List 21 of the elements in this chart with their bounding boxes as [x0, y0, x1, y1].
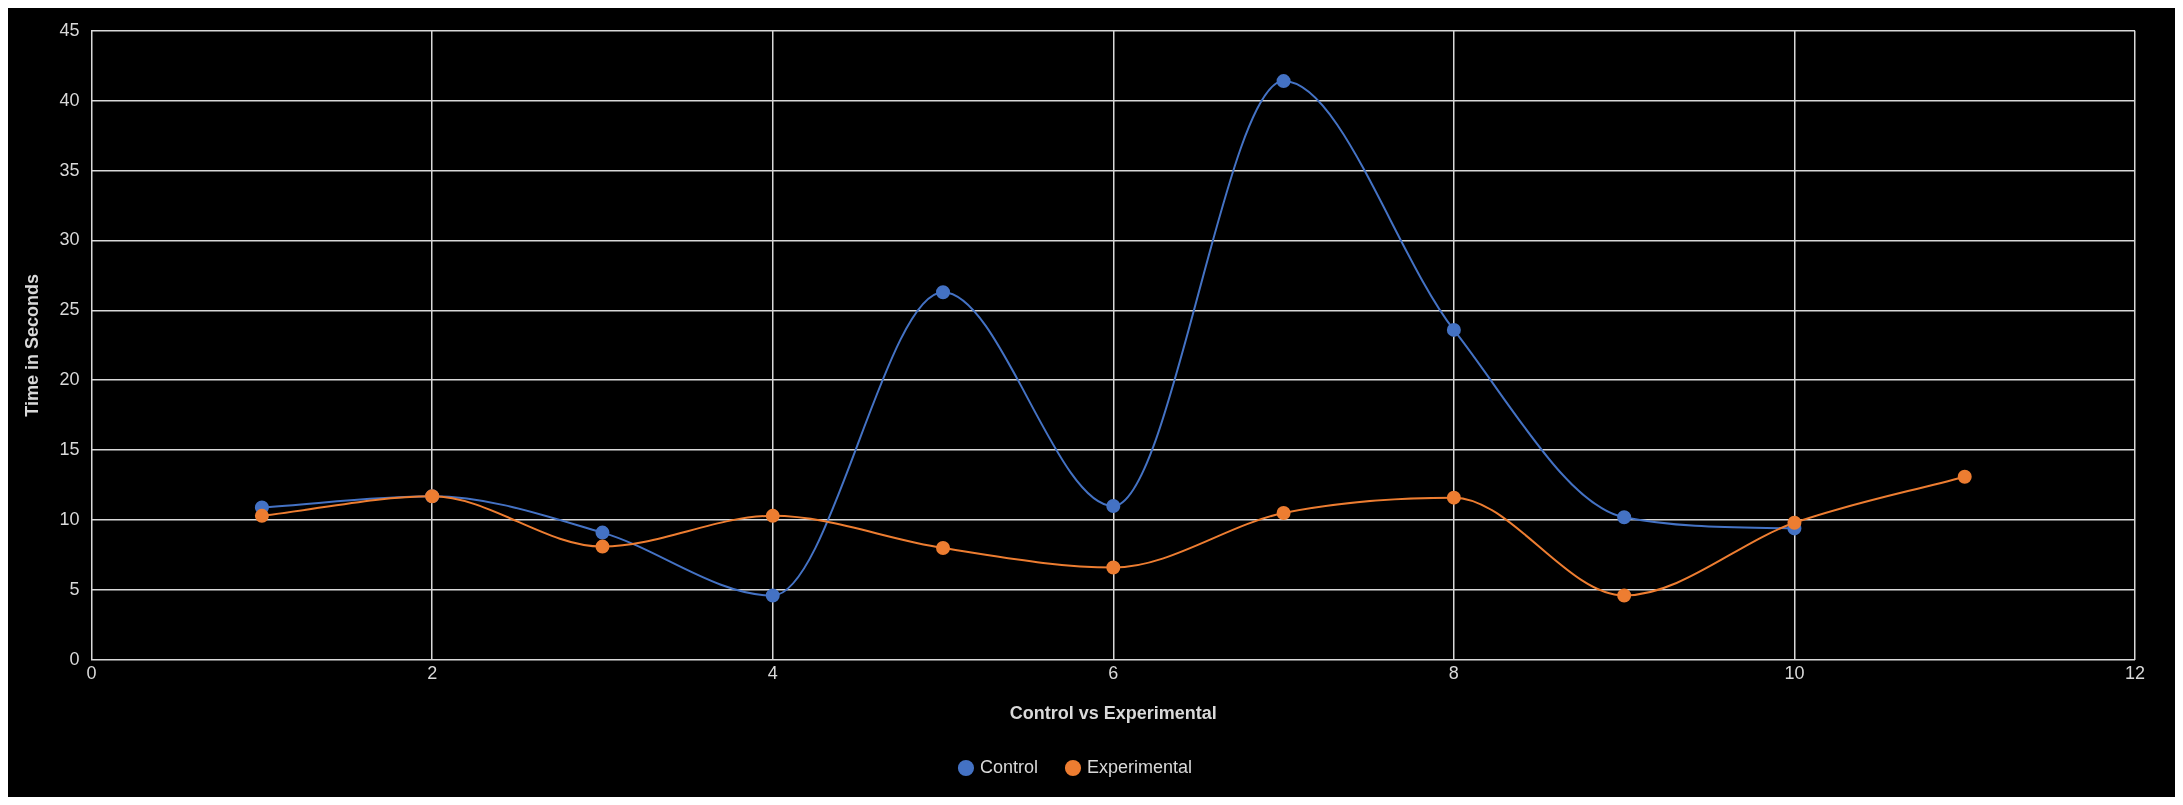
legend-label: Experimental	[1086, 756, 1193, 777]
y-tick-label: 25	[59, 299, 80, 320]
y-tick-label: 15	[59, 439, 80, 460]
y-tick-label: 20	[59, 369, 80, 390]
y-tick-label: 30	[59, 229, 80, 250]
x-tick-label: 12	[2124, 662, 2146, 683]
y-tick-label: 35	[59, 159, 80, 180]
x-tick-label: 8	[1448, 662, 1459, 683]
x-tick-label: 4	[767, 662, 778, 683]
x-axis-title: Control vs Experimental	[1009, 703, 1217, 724]
y-tick-label: 5	[69, 578, 80, 599]
y-tick-label: 40	[59, 89, 80, 110]
y-tick-label: 0	[69, 648, 80, 669]
x-tick-label: 10	[1784, 662, 1805, 683]
y-tick-label: 10	[59, 508, 80, 529]
y-axis-title: Time in Seconds	[21, 273, 42, 417]
x-tick-label: 0	[86, 662, 97, 683]
y-tick-label: 45	[59, 19, 80, 40]
x-tick-label: 2	[427, 662, 438, 683]
legend-label: Control	[979, 756, 1038, 777]
x-tick-label: 6	[1108, 662, 1119, 683]
